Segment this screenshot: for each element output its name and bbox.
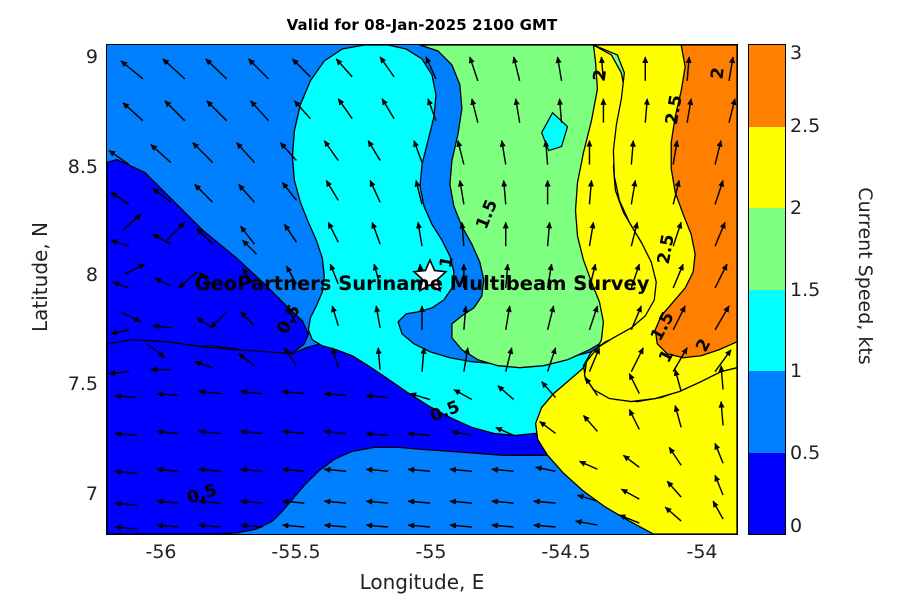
y-axis-label: Latitude, N	[28, 222, 52, 332]
band-2.5-3-main	[654, 45, 737, 359]
colorbar-tick-label: 2.5	[790, 114, 821, 137]
colorbar-band	[749, 452, 785, 534]
colorbar[interactable]	[748, 44, 786, 535]
y-tick-label: 7.5	[67, 373, 98, 395]
colorbar-band	[749, 289, 785, 371]
plot-area[interactable]: 0.5 0.5 0.5 1 1.5 1.5 1 2 2 2.5 2 2.5	[106, 44, 738, 535]
x-tick-label: -55.5	[271, 541, 321, 563]
y-tick-label: 8.5	[67, 156, 98, 178]
colorbar-tick-label: 0.5	[790, 442, 821, 465]
colorbar-ticks: 3 2.5 2 1.5 1 0.5 0	[790, 42, 850, 537]
colorbar-label: Current Speed, kts	[854, 187, 876, 365]
y-tick-label: 7	[85, 483, 98, 505]
x-tick-label: -56	[145, 541, 177, 563]
contour-label: 2	[706, 66, 727, 80]
colorbar-band	[749, 371, 785, 453]
colorbar-tick-label: 0	[790, 515, 803, 537]
colorbar-tick-label: 3	[790, 42, 803, 64]
contour-label: 2	[589, 68, 610, 82]
x-tick-label: -55	[415, 541, 447, 563]
colorbar-band	[749, 208, 785, 290]
colorbar-band	[749, 45, 785, 127]
y-tick-label: 8	[85, 264, 98, 286]
colorbar-tick-label: 1.5	[790, 278, 821, 301]
colorbar-tick-label: 2	[790, 196, 803, 219]
x-tick-label: -54	[686, 541, 718, 563]
x-axis-label: Longitude, E	[359, 570, 485, 594]
x-axis-ticks: -56 -55.5 -55 -54.5 -54	[106, 541, 738, 571]
y-tick-label: 9	[85, 46, 98, 68]
colorbar-band	[749, 126, 785, 208]
colorbar-tick-label: 1	[790, 360, 803, 383]
current-vector-field	[108, 56, 737, 531]
star-marker[interactable]	[412, 258, 448, 293]
y-axis-ticks: 9 8.5 8 7.5 7	[30, 44, 98, 535]
page-title: Valid for 08-Jan-2025 2100 GMT	[286, 16, 558, 34]
x-tick-label: -54.5	[541, 541, 591, 563]
contour-label: 1	[435, 255, 457, 270]
